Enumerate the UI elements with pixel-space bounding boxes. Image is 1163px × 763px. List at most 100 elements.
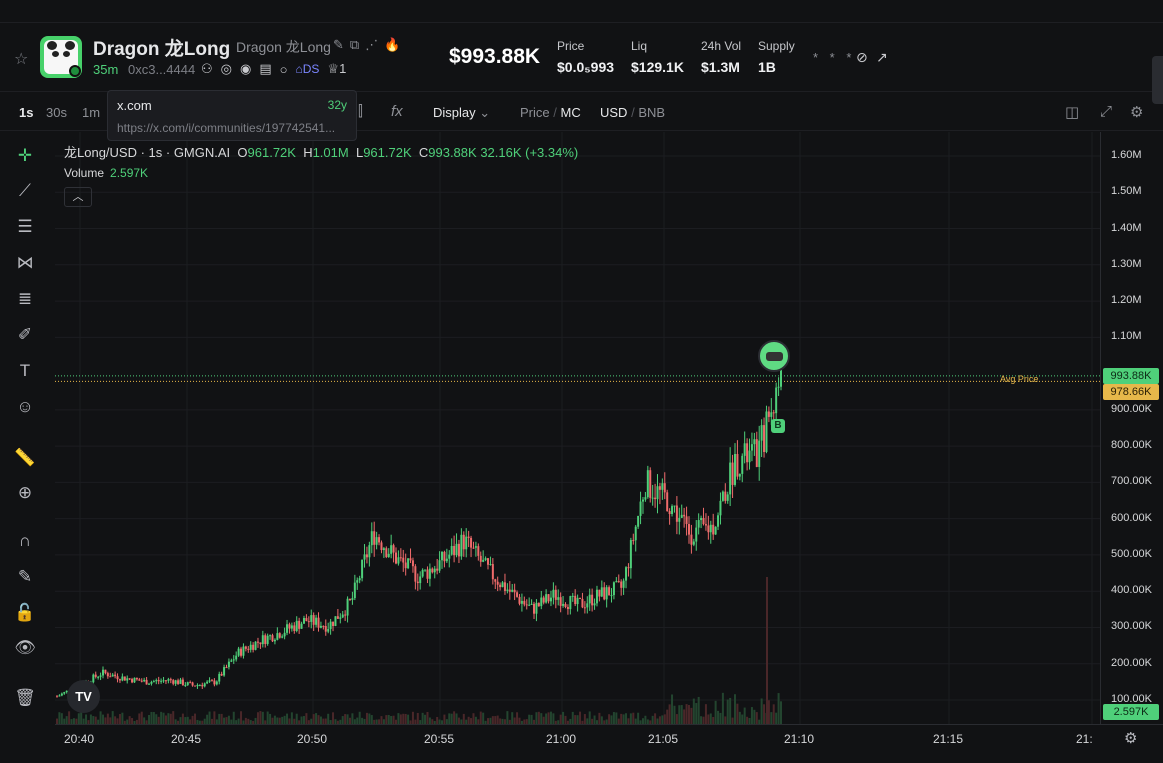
lock-drawing-icon[interactable]: ✎ xyxy=(17,567,33,586)
hide-eye-icon[interactable]: ⊘ xyxy=(856,49,868,65)
external-link-icon[interactable]: ↗ xyxy=(876,49,888,65)
volume-bar xyxy=(167,713,170,724)
text-tool-icon[interactable]: T xyxy=(19,361,31,380)
volume-bar xyxy=(753,709,756,724)
candle-body xyxy=(118,679,121,681)
candle-body xyxy=(586,603,589,608)
collapse-legend-button[interactable]: ︿ xyxy=(64,187,92,207)
volume-bar xyxy=(80,711,83,724)
fib-icon[interactable]: ≣ xyxy=(17,289,33,308)
buy-marker[interactable]: B xyxy=(771,419,785,433)
candle-body xyxy=(595,589,598,604)
volume-bar xyxy=(615,712,618,724)
candle-body xyxy=(387,553,390,558)
ruler-icon[interactable]: 📏 xyxy=(14,448,36,467)
copy-icon[interactable]: ⧉ xyxy=(349,37,360,52)
unlock-icon[interactable]: 🔓 xyxy=(14,603,36,622)
interval-30s[interactable]: 30s xyxy=(46,105,67,120)
volume-bar xyxy=(775,712,778,724)
time-axis[interactable]: 20:40 20:45 20:50 20:55 21:00 21:05 21:10 21:15… xyxy=(55,724,1163,763)
candle-body xyxy=(300,623,303,629)
trash-icon[interactable]: 🗑 xyxy=(14,688,36,707)
edit-icon[interactable]: ✎ xyxy=(333,37,344,52)
zoom-in-icon[interactable]: ⊕ xyxy=(17,483,33,502)
contract-address[interactable]: 0xc3...4444 xyxy=(128,62,196,77)
candle-body xyxy=(758,440,761,467)
x-tick-label: 20:50 xyxy=(297,732,328,746)
interval-1m[interactable]: 1m xyxy=(82,105,101,120)
search-icon[interactable]: ○ xyxy=(279,61,288,77)
candle-body xyxy=(336,616,339,619)
volume-bar xyxy=(583,714,586,724)
fire-icon: 🔥 xyxy=(384,37,401,52)
price-mc-toggle[interactable]: Price / MC xyxy=(520,105,581,120)
candle-body xyxy=(378,537,381,543)
brush-icon[interactable]: ✐ xyxy=(17,325,33,344)
price-chart[interactable] xyxy=(55,132,1100,724)
display-dropdown[interactable]: Display ⌄ xyxy=(433,105,491,120)
settings-gear-icon[interactable]: ⚙ xyxy=(1130,104,1144,121)
axis-settings-gear-icon[interactable]: ⚙ xyxy=(1124,730,1138,747)
candle-body xyxy=(215,681,218,685)
volume-bar xyxy=(327,713,330,724)
volume-bar xyxy=(411,711,414,724)
dev-marker-avatar[interactable] xyxy=(758,340,790,372)
holders-icon[interactable]: ⚇ xyxy=(201,61,213,76)
price-axis[interactable]: 1.60M 1.50M 1.40M 1.30M 1.20M 1.10M 900.00K 800… xyxy=(1100,132,1163,724)
volume-bar xyxy=(523,719,526,724)
crown-icon[interactable]: ♕1 xyxy=(327,61,347,76)
usd-bnb-toggle[interactable]: USD / BNB xyxy=(600,105,666,120)
candle-body xyxy=(598,589,601,597)
magnet-icon[interactable]: ∩ xyxy=(18,531,32,550)
favorite-star-icon[interactable]: ☆ xyxy=(14,51,29,68)
notes-icon[interactable]: ▤ xyxy=(259,61,272,76)
candle-body xyxy=(632,540,635,542)
candle-body xyxy=(702,517,705,525)
emoji-icon[interactable]: ☺ xyxy=(16,397,34,416)
volume-bar xyxy=(356,717,359,724)
tooltip-url[interactable]: https://x.com/i/communities/197742541... xyxy=(117,121,336,135)
candle-body xyxy=(474,546,477,548)
candle-body xyxy=(155,680,158,682)
candle-body xyxy=(571,595,574,597)
tradingview-logo[interactable]: TV xyxy=(67,680,100,713)
token-alias: Dragon 龙Long xyxy=(236,39,331,55)
crosshair-icon[interactable]: ✛ xyxy=(17,146,33,165)
volume-bar xyxy=(203,718,206,724)
volume-bar xyxy=(695,703,698,724)
website-icon[interactable]: ◎ xyxy=(220,61,232,76)
side-panel-handle[interactable] xyxy=(1152,56,1163,104)
horizontal-lines-icon[interactable]: ☰ xyxy=(17,217,33,236)
volume-bar xyxy=(564,715,567,724)
candle-type-icon[interactable]: ⫿ xyxy=(358,103,363,120)
volume-bar xyxy=(758,719,761,724)
candle-body xyxy=(106,673,109,677)
share-icon[interactable]: ⋰ xyxy=(365,37,379,52)
candle-body xyxy=(656,486,659,500)
dexscreener-link[interactable]: ⌂DS xyxy=(295,62,320,76)
volume-bar xyxy=(680,705,683,724)
candle-body xyxy=(748,450,751,463)
volume-bar xyxy=(252,720,255,724)
candle-body xyxy=(663,483,666,493)
y-tick-label: 1.60M xyxy=(1111,149,1142,161)
camera-icon[interactable]: ◫ xyxy=(1065,104,1080,121)
volume-bar xyxy=(576,715,579,724)
volume-bar xyxy=(198,720,201,724)
volume-bar xyxy=(118,714,121,724)
fullscreen-icon[interactable]: ⤢ xyxy=(1100,103,1113,120)
candle-body xyxy=(256,641,259,643)
trend-line-icon[interactable]: ⟋ xyxy=(19,181,31,200)
visibility-eye-icon[interactable]: 👁 xyxy=(14,638,36,657)
x-tick-label: 21:15 xyxy=(933,732,964,746)
volume-bar xyxy=(719,712,722,724)
telegram-icon[interactable]: ◉ xyxy=(240,61,252,76)
candle-body xyxy=(109,676,112,678)
candle-body xyxy=(135,677,138,680)
x-tick-label: 21:05 xyxy=(648,732,679,746)
volume-bar xyxy=(319,716,322,724)
indicators-icon[interactable]: fx xyxy=(391,103,403,120)
volume-bar xyxy=(586,718,589,724)
interval-1s[interactable]: 1s xyxy=(19,105,34,120)
pattern-icon[interactable]: ⋈ xyxy=(16,253,34,272)
